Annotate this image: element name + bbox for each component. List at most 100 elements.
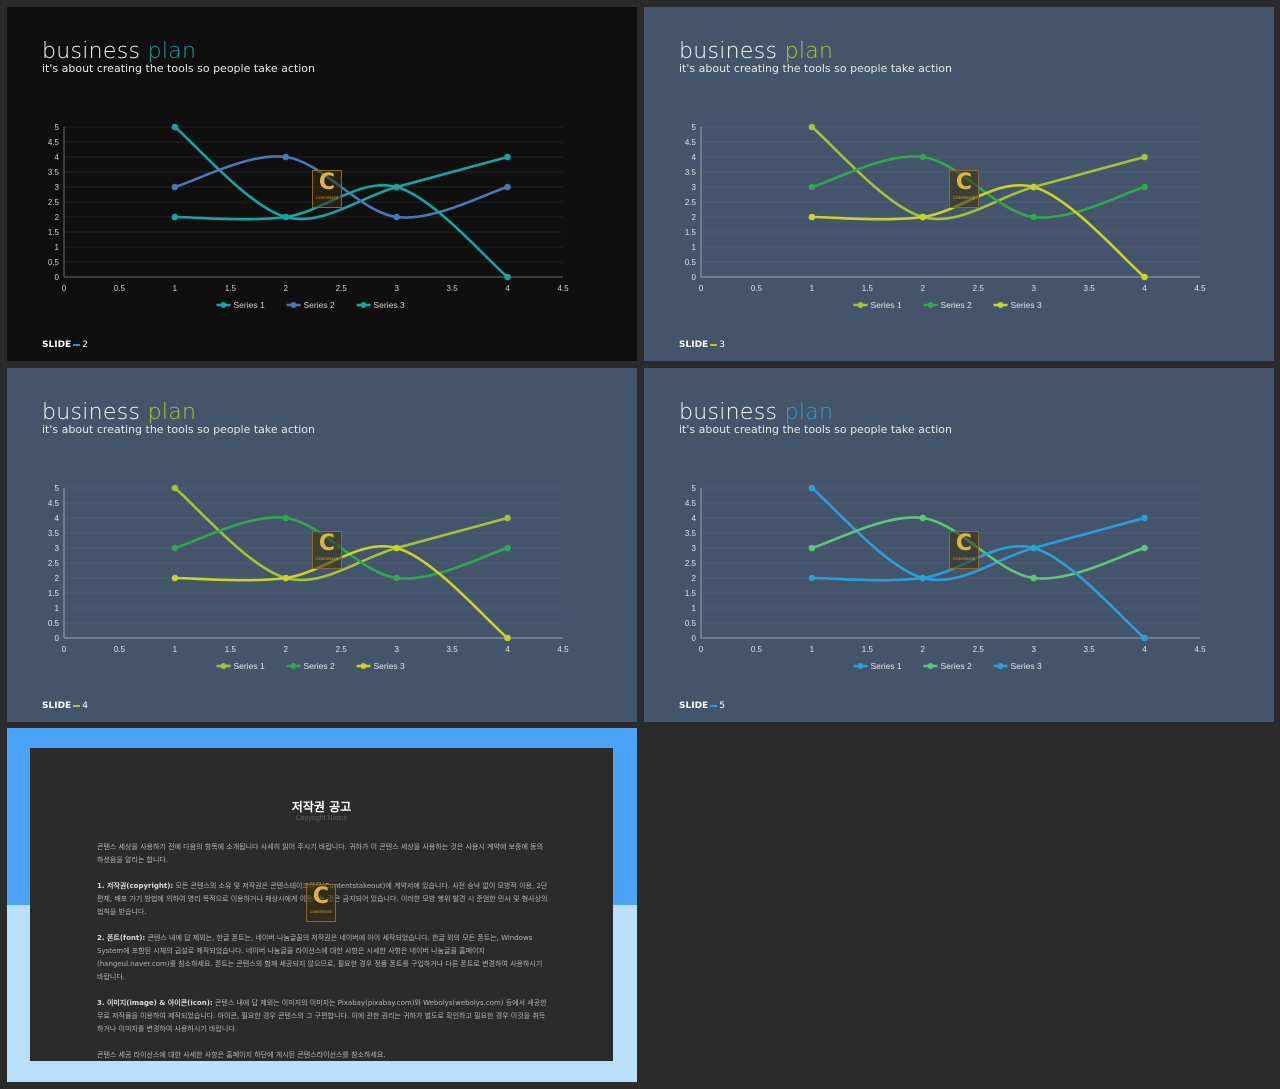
legend-label: Series 2 [941, 661, 972, 671]
data-point [1141, 183, 1148, 191]
x-tick-label: 4 [1142, 645, 1147, 654]
x-tick-label: 1.5 [225, 284, 237, 293]
slide-subtitle: it's about creating the tools so people … [42, 62, 316, 75]
series-line-3 [173, 184, 509, 279]
slide-4[interactable]: business plan it's about creating the to… [7, 368, 637, 722]
y-tick-label: 3 [55, 183, 60, 192]
x-tick-label: 1 [173, 645, 178, 654]
x-tick-label: 2 [921, 284, 926, 293]
data-point [504, 273, 511, 281]
slide-5[interactable]: business plan it's about creating the to… [644, 368, 1274, 722]
y-tick-label: 2 [692, 213, 697, 222]
y-tick-label: 0.5 [48, 619, 60, 628]
y-tick-label: 1.5 [48, 589, 60, 598]
legend-label: Series 2 [304, 300, 335, 310]
y-tick-label: 0 [692, 634, 697, 643]
slide-3[interactable]: business plan it's about creating the to… [644, 7, 1274, 361]
x-tick-label: 3.5 [1084, 284, 1096, 293]
data-point [1030, 544, 1037, 552]
y-tick-label: 5 [692, 484, 697, 493]
notice-body: 콘텐스 세상을 사용하기 전에 다음의 항목에 소개됩니다 사세히 읽어 주시기… [97, 841, 549, 1075]
y-tick-label: 3 [692, 183, 697, 192]
slide-subtitle: it's about creating the tools so people … [679, 423, 953, 436]
data-point [1141, 514, 1148, 522]
x-tick-label: 3 [394, 645, 399, 654]
data-point [393, 183, 400, 191]
y-tick-label: 2.5 [48, 198, 60, 207]
data-point [1141, 273, 1148, 281]
slide-title: business plan [679, 400, 834, 425]
legend-label: Series 1 [234, 300, 265, 310]
series-line-3 [810, 545, 1146, 640]
y-tick-label: 0 [692, 273, 697, 282]
x-tick-label: 0 [699, 284, 704, 293]
data-point [808, 213, 816, 221]
y-tick-label: 1.5 [685, 589, 697, 598]
data-point [504, 153, 511, 161]
y-tick-label: 3.5 [685, 529, 697, 538]
data-point [504, 183, 511, 191]
y-tick-label: 1 [55, 604, 60, 613]
data-point [919, 574, 927, 582]
data-point [393, 544, 400, 552]
y-tick-label: 5 [692, 123, 697, 132]
x-tick-label: 4 [505, 645, 510, 654]
legend-marker [997, 663, 1004, 669]
y-tick-label: 5 [55, 123, 60, 132]
y-tick-label: 0 [55, 273, 60, 282]
data-point [504, 544, 511, 552]
legend-label: Series 1 [871, 300, 902, 310]
data-point [282, 574, 290, 582]
x-tick-label: 0.5 [114, 284, 126, 293]
data-point [1141, 634, 1148, 642]
y-tick-label: 4 [692, 153, 697, 162]
x-tick-label: 0.5 [751, 284, 763, 293]
y-tick-label: 3.5 [48, 529, 60, 538]
x-tick-label: 3 [394, 284, 399, 293]
y-tick-label: 0.5 [48, 258, 60, 267]
legend-marker [220, 302, 227, 308]
x-tick-label: 0.5 [114, 645, 126, 654]
x-tick-label: 1 [810, 284, 815, 293]
contents-logo: C CONTENTS [949, 531, 979, 569]
y-tick-label: 4 [692, 514, 697, 523]
legend-label: Series 3 [1011, 300, 1042, 310]
y-tick-label: 1.5 [685, 228, 697, 237]
notice-title: 저작권 공고 [291, 800, 352, 814]
copyright-notice-slide[interactable]: 저작권 공고 Copyright Notice 콘텐스 세상을 사용하기 전에 … [7, 728, 637, 1082]
x-tick-label: 4.5 [1194, 284, 1206, 293]
contents-logo: C CONTENTS [312, 531, 342, 569]
legend-marker [360, 302, 367, 308]
notice-panel: 저작권 공고 Copyright Notice 콘텐스 세상을 사용하기 전에 … [30, 748, 613, 1061]
data-point [808, 574, 816, 582]
y-tick-label: 4 [55, 153, 60, 162]
y-tick-label: 0.5 [685, 258, 697, 267]
slide-subtitle: it's about creating the tools so people … [679, 62, 953, 75]
y-tick-label: 3.5 [685, 168, 697, 177]
legend-label: Series 3 [374, 300, 405, 310]
y-tick-label: 4 [55, 514, 60, 523]
data-point [919, 153, 927, 161]
x-tick-label: 2.5 [336, 645, 348, 654]
x-tick-label: 0 [699, 645, 704, 654]
y-tick-label: 2 [692, 574, 697, 583]
y-tick-label: 4.5 [685, 499, 697, 508]
x-tick-label: 2 [284, 645, 289, 654]
data-point [1141, 544, 1148, 552]
data-point [282, 153, 290, 161]
x-tick-label: 3.5 [1084, 645, 1096, 654]
data-point [171, 123, 179, 131]
contents-logo: C CONTENTS [306, 884, 336, 922]
data-point [1141, 153, 1148, 161]
legend-label: Series 3 [1011, 661, 1042, 671]
data-point [171, 213, 179, 221]
y-tick-label: 4.5 [48, 499, 60, 508]
notice-intro: 콘텐스 세상을 사용하기 전에 다음의 항목에 소개됩니다 사세히 읽어 주시기… [97, 843, 544, 864]
y-tick-label: 2.5 [685, 559, 697, 568]
data-point [504, 514, 511, 522]
y-tick-label: 2.5 [685, 198, 697, 207]
slide-2[interactable]: business plan it's about creating the to… [7, 7, 637, 361]
data-point [1030, 574, 1037, 582]
x-tick-label: 3 [1031, 284, 1036, 293]
x-tick-label: 0 [62, 284, 67, 293]
